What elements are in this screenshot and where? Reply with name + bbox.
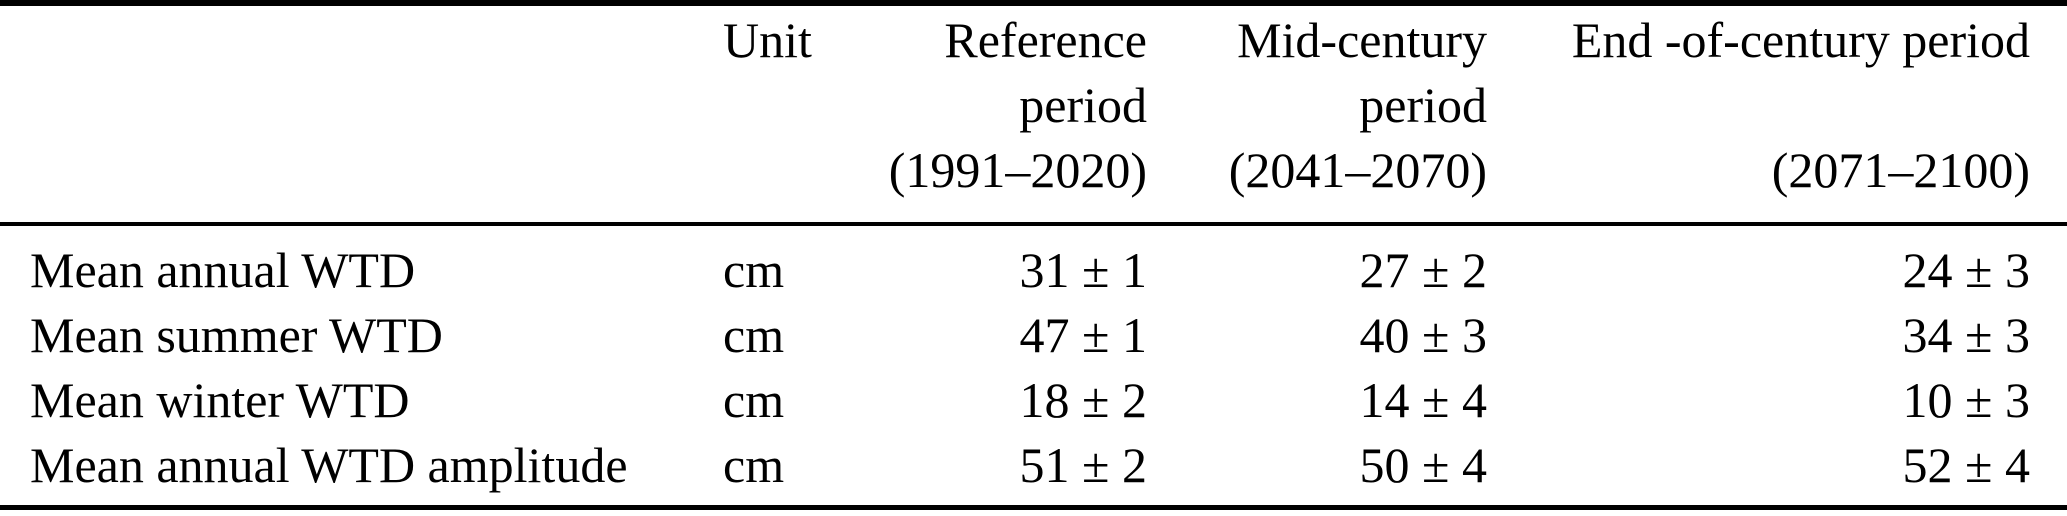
value-cell-end-century: 10 ± 3 [1902, 372, 2030, 428]
header-line: period [1359, 77, 1487, 133]
header-line: (1991–2020) [888, 142, 1147, 198]
unit-cell: cm [723, 242, 785, 298]
value-cell-reference: 51 ± 2 [1019, 437, 1147, 493]
table-header: Unit Reference period (1991–2020) Mid-ce… [30, 8, 2030, 203]
header-line [1487, 73, 2030, 138]
value-cell-mid-century: 27 ± 2 [1359, 242, 1487, 298]
column-header-unit: Unit [723, 8, 883, 203]
value-cell-mid-century: 50 ± 4 [1359, 437, 1487, 493]
header-line [723, 138, 883, 203]
value-cell-reference: 31 ± 1 [1019, 242, 1147, 298]
header-line: End -of-century period [1571, 12, 2030, 68]
header-line: Mid-century [1237, 12, 1487, 68]
row-label: Mean winter WTD [30, 372, 410, 428]
unit-cell: cm [723, 307, 785, 363]
column-header-end-of-century-period: End -of-century period (2071–2100) [1487, 8, 2030, 203]
header-line: (2071–2100) [1771, 142, 2030, 198]
value-cell-reference: 18 ± 2 [1019, 372, 1147, 428]
table-body: Mean annual WTD cm 31 ± 1 27 ± 2 24 ± 3 … [30, 238, 2030, 498]
row-label: Mean annual WTD amplitude [30, 437, 628, 493]
value-cell-mid-century: 14 ± 4 [1359, 372, 1487, 428]
value-cell-mid-century: 40 ± 3 [1359, 307, 1487, 363]
table-rule-header-separator [0, 222, 2067, 226]
header-line [723, 73, 883, 138]
unit-cell: cm [723, 437, 785, 493]
value-cell-end-century: 52 ± 4 [1902, 437, 2030, 493]
header-line: (2041–2070) [1228, 142, 1487, 198]
column-header-reference-period: Reference period (1991–2020) [883, 8, 1147, 203]
row-label: Mean annual WTD [30, 242, 416, 298]
value-cell-reference: 47 ± 1 [1019, 307, 1147, 363]
column-header-row-labels [30, 8, 723, 203]
column-header-mid-century-period: Mid-century period (2041–2070) [1147, 8, 1487, 203]
table-rule-bottom [0, 505, 2067, 510]
unit-cell: cm [723, 372, 785, 428]
header-line: period [1019, 77, 1147, 133]
header-line [30, 8, 723, 73]
header-line: Unit [723, 12, 812, 68]
header-line [30, 73, 723, 138]
table-rule-top [0, 0, 2067, 6]
value-cell-end-century: 24 ± 3 [1902, 242, 2030, 298]
row-label: Mean summer WTD [30, 307, 443, 363]
value-cell-end-century: 34 ± 3 [1902, 307, 2030, 363]
header-line [30, 138, 723, 203]
header-line: Reference [944, 12, 1147, 68]
